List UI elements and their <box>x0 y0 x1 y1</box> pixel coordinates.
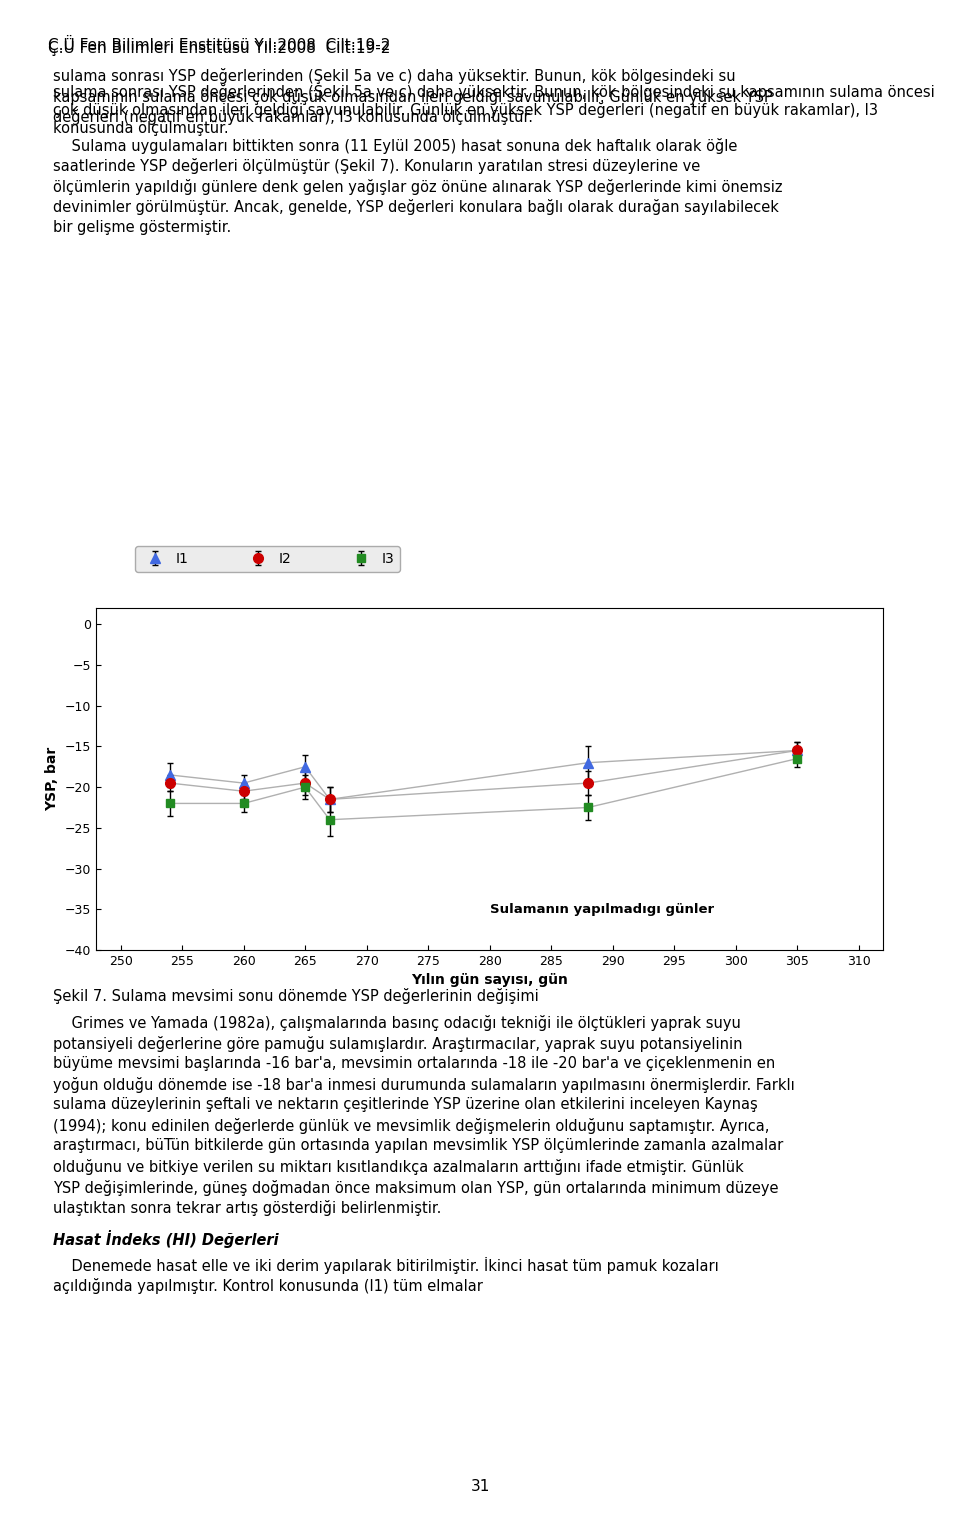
Y-axis label: YSP, bar: YSP, bar <box>45 746 60 812</box>
Text: değerleri (negatif en büyük rakamlar), I3 konusunda ölçülmüştür.: değerleri (negatif en büyük rakamlar), I… <box>53 109 533 126</box>
Text: saatlerinde YSP değerleri ölçülmüştür (Şekil 7). Konuların yaratılan stresi düze: saatlerinde YSP değerleri ölçülmüştür (Ş… <box>53 158 700 175</box>
Text: Denemede hasat elle ve iki derim yapılarak bitirilmiştir. İkinci hasat tüm pamuk: Denemede hasat elle ve iki derim yapılar… <box>53 1257 718 1274</box>
Text: büyüme mevsimi başlarında -16 bar'a, mevsimin ortalarında -18 ile -20 bar'a ve ç: büyüme mevsimi başlarında -16 bar'a, mev… <box>53 1056 775 1072</box>
Text: Şekil 7. Sulama mevsimi sonu dönemde YSP değerlerinin değişimi: Şekil 7. Sulama mevsimi sonu dönemde YSP… <box>53 988 539 1005</box>
Text: (1994); konu edinilen değerlerde günlük ve mevsimlik değişmelerin olduğunu sapta: (1994); konu edinilen değerlerde günlük … <box>53 1119 769 1134</box>
Text: açıldığında yapılmıştır. Kontrol konusunda (I1) tüm elmalar: açıldığında yapılmıştır. Kontrol konusun… <box>53 1277 483 1294</box>
Text: yoğun olduğu dönemde ise -18 bar'a inmesi durumunda sulamaların yapılmasını öner: yoğun olduğu dönemde ise -18 bar'a inmes… <box>53 1076 795 1093</box>
Text: ölçümlerin yapıldığı günlere denk gelen yağışlar göz önüne alınarak YSP değerler: ölçümlerin yapıldığı günlere denk gelen … <box>53 179 782 195</box>
Text: 31: 31 <box>470 1479 490 1494</box>
Text: Sulamanın yapılmadıgı günler: Sulamanın yapılmadıgı günler <box>490 903 713 915</box>
Text: devinimler görülmüştür. Ancak, genelde, YSP değerleri konulara bağlı olarak dura: devinimler görülmüştür. Ancak, genelde, … <box>53 199 779 216</box>
Text: sulama düzeylerinin şeftali ve nektarın çeşitlerinde YSP üzerine olan etkilerini: sulama düzeylerinin şeftali ve nektarın … <box>53 1097 757 1113</box>
Text: sulama sonrası YSP değerlerinden (Şekil 5a ve c) daha yüksektir. Bunun, kök bölg: sulama sonrası YSP değerlerinden (Şekil … <box>53 68 735 85</box>
Text: ulaştıktan sonra tekrar artış gösterdiği belirlenmiştir.: ulaştıktan sonra tekrar artış gösterdiği… <box>53 1201 442 1216</box>
Text: Grimes ve Yamada (1982a), çalışmalarında basınç odacığı tekniği ile ölçtükleri y: Grimes ve Yamada (1982a), çalışmalarında… <box>53 1015 741 1032</box>
Legend: I1, I2, I3: I1, I2, I3 <box>135 547 400 572</box>
Text: Ç.Ü Fen Bilimleri Enstitüsü Yıl:2008  Cilt:19-2: Ç.Ü Fen Bilimleri Enstitüsü Yıl:2008 Cil… <box>48 38 391 56</box>
X-axis label: Yılın gün sayısı, gün: Yılın gün sayısı, gün <box>411 973 568 988</box>
Text: Ç.Ü Fen Bilimleri Enstitüsü Yıl:2008  Cilt:19-2: Ç.Ü Fen Bilimleri Enstitüsü Yıl:2008 Cil… <box>48 35 391 53</box>
Text: olduğunu ve bitkiye verilen su miktarı kısıtlandıkça azalmaların arttığını ifade: olduğunu ve bitkiye verilen su miktarı k… <box>53 1160 744 1175</box>
Text: bir gelişme göstermiştir.: bir gelişme göstermiştir. <box>53 220 231 234</box>
Text: Sulama uygulamaları bittikten sonra (11 Eylül 2005) hasat sonuna dek haftalık ol: Sulama uygulamaları bittikten sonra (11 … <box>53 138 737 154</box>
Text: Hasat İndeks (HI) Değerleri: Hasat İndeks (HI) Değerleri <box>53 1230 278 1248</box>
Text: YSP değişimlerinde, güneş doğmadan önce maksimum olan YSP, gün ortalarında minim: YSP değişimlerinde, güneş doğmadan önce … <box>53 1180 779 1196</box>
Text: araştırmacı, büTün bitkilerde gün ortasında yapılan mevsimlik YSP ölçümlerinde z: araştırmacı, büTün bitkilerde gün ortası… <box>53 1138 783 1154</box>
Text: potansiyeli değerlerine göre pamuğu sulamışlardır. Araştırmacılar, yaprak suyu p: potansiyeli değerlerine göre pamuğu sula… <box>53 1037 742 1052</box>
Text: sulama sonrası YSP değerlerinden (Şekil 5a ve c) daha yüksektir. Bunun, kök bölg: sulama sonrası YSP değerlerinden (Şekil … <box>53 84 934 135</box>
Text: kapsamının sulama öncesi çok düşük olmasından ileri geldiği savunulabilir. Günlü: kapsamının sulama öncesi çok düşük olmas… <box>53 90 773 105</box>
